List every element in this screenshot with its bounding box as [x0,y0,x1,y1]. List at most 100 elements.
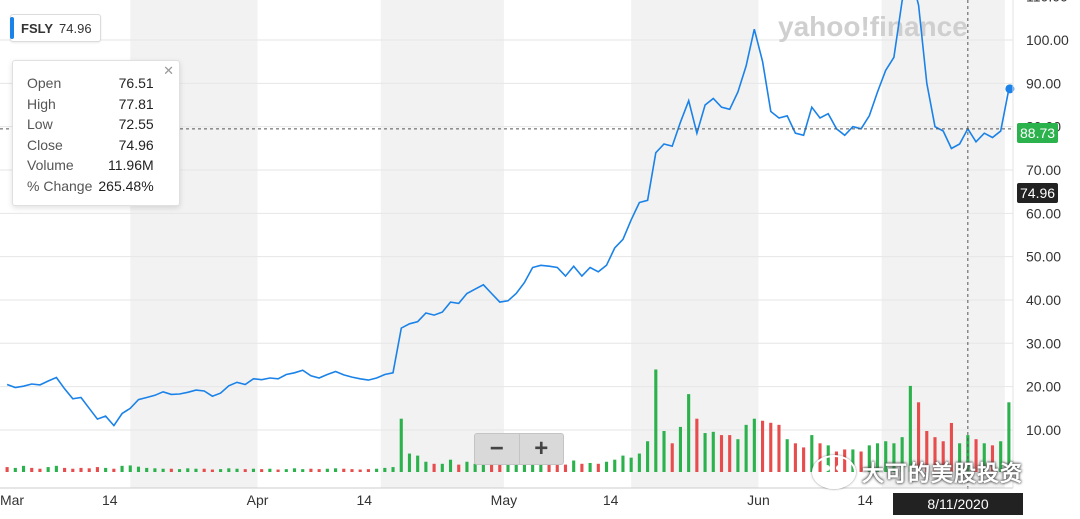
volume-bar [884,441,888,472]
month-band [631,0,759,488]
x-tick-label: 14 [102,492,118,508]
volume-bar [958,443,962,472]
volume-bar [317,469,321,472]
zoom-in-button[interactable]: + [519,433,564,465]
volume-bar [120,465,124,472]
volume-bar [506,463,510,472]
x-tick-label: Mar [0,492,24,508]
volume-bar [646,441,650,472]
volume-bar [301,469,305,472]
volume-bar [531,459,535,472]
volume-bar [785,439,789,472]
x-tick-label: Apr [247,492,269,508]
tooltip-row-change: % Change 265.48% [27,176,154,197]
volume-bar [63,467,67,472]
volume-bar [621,455,625,472]
ohlc-table: Open 76.51 High 77.81 Low 72.55 Close 74.96 … [27,73,154,196]
month-band [380,0,504,488]
volume-bar [859,451,863,472]
volume-bar [407,453,412,472]
volume-bar [670,443,674,472]
wechat-icon [812,455,856,489]
tooltip-label: Volume [27,157,74,174]
volume-bar [325,468,329,472]
volume-bar [982,443,986,472]
last-price-dot [1005,84,1015,94]
volume-bar [547,459,551,472]
volume-bar [974,439,978,472]
volume-bar [457,464,461,472]
volume-bar [104,467,108,472]
volume-bar [613,459,617,472]
volume-bar [941,441,945,472]
volume-bar [424,461,428,472]
volume-bar [892,443,896,472]
overlay-text: 大可的美股投资 [862,461,1024,486]
volume-bar [793,443,797,472]
tooltip-label: Low [27,116,53,133]
tooltip-row-low: Low 72.55 [27,114,154,135]
volume-bar [654,369,658,472]
volume-bar [990,445,995,472]
volume-bar [350,469,354,472]
tooltip-label: % Change [27,177,93,194]
volume-bar [153,468,157,472]
volume-bar [752,418,756,472]
volume-bar [473,463,477,472]
volume-bar [875,443,880,472]
volume-bar [432,463,436,472]
volume-bar [334,468,338,472]
symbol-chip[interactable]: FSLY 74.96 [10,14,101,42]
volume-bar [917,402,921,472]
zoom-out-button[interactable]: − [474,433,520,465]
zoom-controls: − + [474,433,564,465]
volume-bar [399,418,403,472]
month-bands [130,0,1005,488]
y-tick-label: 60.00 [1026,205,1061,221]
volume-bar [465,461,469,472]
y-tick-label: 90.00 [1026,75,1061,91]
volume-bar [276,469,280,472]
volume-bar [933,437,937,472]
volume-bar [736,439,740,472]
volume-bar [342,468,346,472]
volume-bar [539,458,543,472]
volume-bar [925,431,929,472]
volume-bar [687,394,691,472]
tooltip-value: 11.96M [108,157,154,174]
tooltip-label: Close [27,136,63,153]
tooltip-value: 74.96 [118,136,154,153]
volume-bar [177,469,182,472]
y-tick-label: 20.00 [1026,379,1061,395]
volume-bar [695,418,699,472]
volume-bar [810,435,814,472]
volume-bar [744,424,748,472]
volume-bar [604,461,609,472]
volume-bar [760,420,765,472]
crosshair-price-flag: 74.96 [1017,183,1059,203]
volume-bar [79,467,83,472]
volume-bar [375,468,379,472]
volume-bar [292,468,297,472]
close-icon[interactable]: ✕ [163,63,174,78]
volume-bar [219,469,223,472]
tooltip-row-high: High 77.81 [27,94,154,115]
volume-bar [5,467,9,472]
volume-bar [711,431,715,472]
wechat-overlay: 大可的美股投资 [812,455,1023,489]
volume-bar [908,385,912,472]
y-tick-label: 40.00 [1026,292,1061,308]
volume-bar [769,422,773,472]
volume-bar [260,469,264,472]
volume-bar [21,465,26,472]
volume-bar [366,469,370,472]
volume-bar [13,467,17,472]
tooltip-value: 265.48% [98,177,154,194]
tooltip-value: 72.55 [118,116,154,133]
volume-bar [128,465,132,472]
volume-bar [383,467,387,472]
volume-bar [522,461,526,472]
month-band [881,0,1005,488]
yahoo-finance-watermark: yahoo!finance [778,11,968,42]
